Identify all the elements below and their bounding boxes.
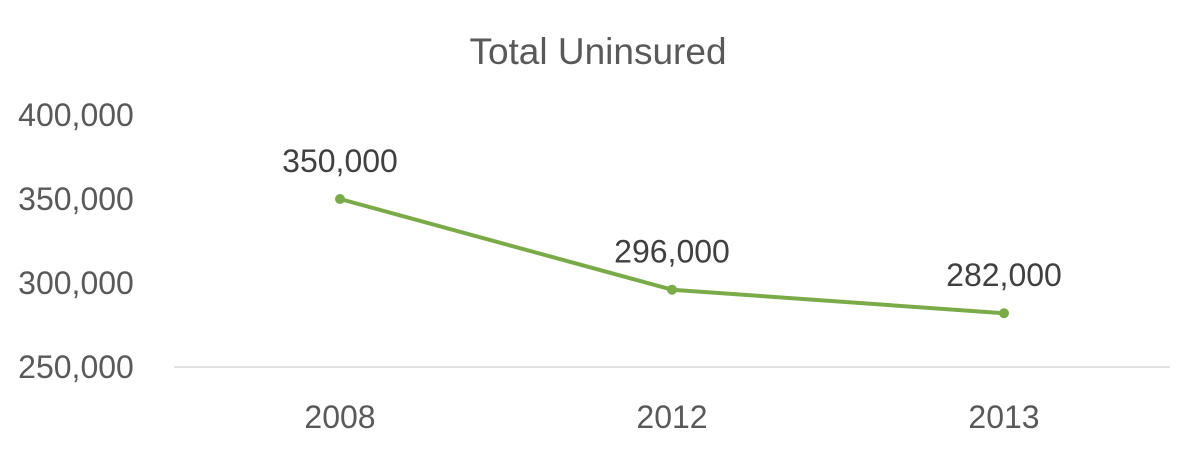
data-label: 296,000 bbox=[614, 234, 730, 270]
chart-title: Total Uninsured bbox=[469, 31, 726, 72]
y-tick-label: 400,000 bbox=[18, 97, 134, 133]
x-tick-label: 2013 bbox=[968, 399, 1039, 435]
y-tick-label: 300,000 bbox=[18, 265, 134, 301]
y-axis: 250,000 300,000 350,000 400,000 bbox=[18, 97, 134, 385]
data-point bbox=[667, 284, 677, 295]
y-tick-label: 250,000 bbox=[18, 349, 134, 385]
data-label: 350,000 bbox=[282, 143, 398, 179]
y-tick-label: 350,000 bbox=[18, 181, 134, 217]
data-point bbox=[335, 194, 345, 204]
data-label: 282,000 bbox=[946, 257, 1062, 293]
x-axis: 2008 2012 2013 bbox=[304, 399, 1039, 435]
data-point bbox=[999, 308, 1009, 319]
series-group: 350,000 296,000 282,000 bbox=[282, 143, 1062, 319]
x-tick-label: 2012 bbox=[636, 399, 707, 435]
x-tick-label: 2008 bbox=[304, 399, 375, 435]
